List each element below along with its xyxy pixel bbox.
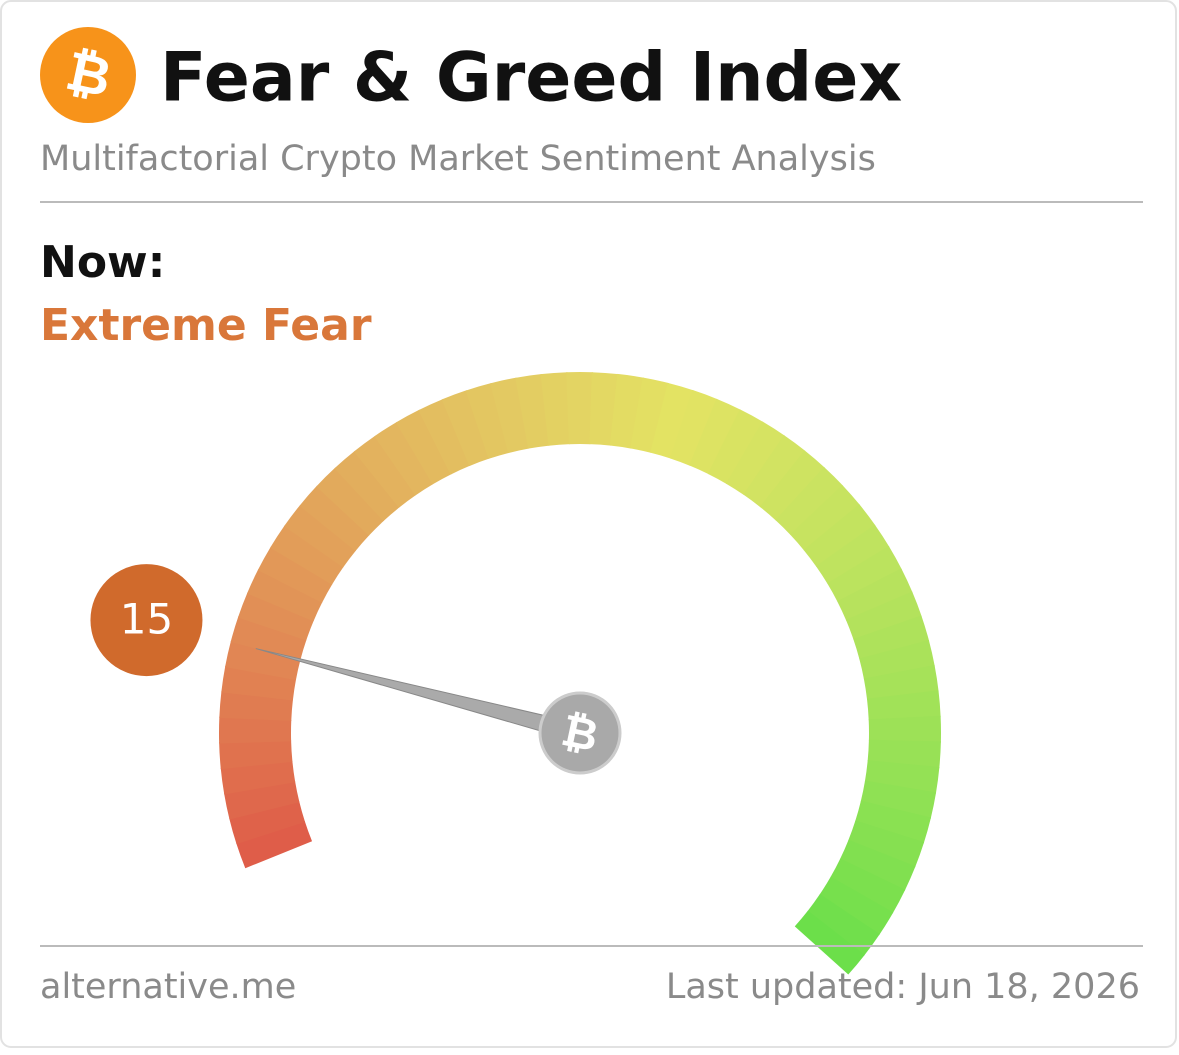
gauge-arc-segment	[861, 874, 872, 895]
gauge-arc-segment	[255, 695, 257, 719]
gauge-arc-segment	[614, 410, 638, 413]
gauge-arc-segment	[477, 418, 500, 425]
gauge-arc-segment	[899, 672, 903, 696]
gauge-arc-segment	[270, 832, 278, 855]
gauge-arc-segment	[395, 453, 415, 466]
gauge-arc-segment	[879, 606, 888, 629]
gauge-arc-segment	[272, 606, 281, 629]
gauge-arc-segment	[265, 628, 272, 651]
value-label: 15	[120, 595, 173, 644]
gauge-arc-segment	[703, 432, 725, 442]
gauge-arc-segment	[264, 810, 271, 833]
gauge-arc-segment	[858, 565, 870, 586]
bitcoin-logo: ₿	[40, 27, 136, 123]
gauge-arc-segment	[764, 465, 783, 479]
gauge-arc-segment	[831, 527, 846, 546]
gauge-arc-segment	[260, 650, 265, 674]
gauge-arc-segment	[896, 786, 901, 810]
gauge-arc-segment	[903, 741, 904, 765]
gauge-arc-segment	[894, 649, 899, 673]
gauge-arc-segment	[434, 432, 456, 442]
gauge-arc-segment	[327, 510, 343, 528]
gauge-arc-segment	[545, 408, 569, 410]
now-label: Now:	[40, 237, 165, 288]
gauge-arc-segment	[257, 764, 260, 788]
gauge-arc-segment	[903, 695, 905, 719]
gauge-arc-segment	[260, 787, 265, 811]
gauge-arc-segment	[782, 479, 800, 495]
classification: Extreme Fear	[40, 300, 372, 351]
gauge-arc-segment	[869, 585, 879, 607]
last-updated: Last updated: Jun 18, 2026	[666, 967, 1140, 1007]
gauge-arc-segment	[455, 424, 478, 432]
gauge-arc-segment	[845, 545, 858, 565]
gauge-arc-segment	[800, 494, 817, 511]
gauge-arc-segment	[822, 933, 837, 951]
gauge-arc-segment	[887, 627, 894, 650]
subtitle: Multifactorial Crypto Market Sentiment A…	[40, 139, 876, 179]
gauge-arc-segment	[816, 510, 832, 528]
gauge-arc-segment	[499, 413, 523, 418]
gauge-arc-segment	[414, 442, 435, 454]
gauge-arc-segment	[255, 741, 257, 765]
gauge-arc-segment	[314, 528, 329, 547]
gauge-arc-segment	[889, 809, 896, 832]
gauge-arc-segment	[591, 408, 615, 410]
source: alternative.me	[40, 967, 296, 1007]
gauge-arc-segment	[659, 418, 682, 425]
gauge-arc-segment	[724, 442, 745, 454]
gauge-arc-segment	[836, 914, 850, 934]
gauge-arc-segment	[522, 410, 546, 413]
gauge-arc-segment	[359, 479, 377, 495]
gauge-arc-segment	[744, 452, 764, 465]
gauge-arc-segment	[376, 465, 395, 479]
gauge-arc-segment	[849, 895, 862, 916]
gauge-arc-segment	[872, 853, 882, 875]
gauge-arc-segment	[280, 585, 290, 607]
gauge-arc-segment	[681, 424, 704, 432]
gauge-arc-segment	[290, 565, 302, 586]
title: Fear & Greed Index	[160, 39, 902, 118]
gauge-arc-segment	[636, 413, 660, 418]
gauge-arc-segment	[257, 672, 261, 696]
gauge-arc-segment	[301, 546, 314, 566]
gauge-arc-segment	[882, 831, 890, 854]
gauge-arc-segment	[900, 764, 903, 788]
gauge-arc-segment	[343, 494, 360, 511]
